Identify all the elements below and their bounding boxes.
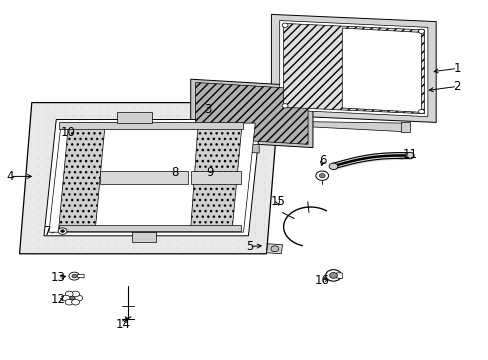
Circle shape <box>329 273 337 278</box>
Text: 7: 7 <box>44 225 52 238</box>
Circle shape <box>62 295 70 301</box>
Polygon shape <box>59 225 240 231</box>
Polygon shape <box>117 112 151 123</box>
Circle shape <box>270 246 278 252</box>
Polygon shape <box>100 171 188 184</box>
Text: 1: 1 <box>452 62 460 75</box>
Polygon shape <box>49 123 255 232</box>
Text: 16: 16 <box>314 274 328 287</box>
Circle shape <box>328 163 337 170</box>
Polygon shape <box>44 120 260 236</box>
Circle shape <box>72 274 77 278</box>
Circle shape <box>70 296 75 300</box>
Text: 14: 14 <box>116 318 130 330</box>
Polygon shape <box>283 23 424 114</box>
Circle shape <box>69 272 80 280</box>
Polygon shape <box>20 103 278 254</box>
Circle shape <box>71 291 79 297</box>
Polygon shape <box>190 79 312 148</box>
Circle shape <box>71 299 79 305</box>
Circle shape <box>418 29 424 33</box>
Circle shape <box>282 23 287 27</box>
Circle shape <box>282 104 287 108</box>
Text: 11: 11 <box>402 148 416 161</box>
Circle shape <box>319 174 325 178</box>
Polygon shape <box>266 244 282 254</box>
Polygon shape <box>190 171 240 184</box>
Circle shape <box>58 228 67 234</box>
Circle shape <box>65 291 73 297</box>
Polygon shape <box>271 14 435 122</box>
Text: 8: 8 <box>171 166 179 179</box>
Polygon shape <box>215 142 259 153</box>
Text: 9: 9 <box>206 166 214 179</box>
Text: 10: 10 <box>61 126 76 139</box>
Circle shape <box>325 270 341 281</box>
Polygon shape <box>77 274 84 278</box>
Polygon shape <box>279 21 427 117</box>
Circle shape <box>315 171 328 180</box>
Text: 5: 5 <box>245 240 253 253</box>
Polygon shape <box>342 28 421 112</box>
Text: 13: 13 <box>50 271 65 284</box>
Text: 4: 4 <box>6 170 14 183</box>
Polygon shape <box>132 232 156 242</box>
Circle shape <box>405 152 413 159</box>
Circle shape <box>418 109 424 114</box>
Polygon shape <box>59 124 105 229</box>
Circle shape <box>75 295 82 301</box>
Text: 15: 15 <box>270 195 285 208</box>
Text: 3: 3 <box>203 103 211 116</box>
Polygon shape <box>400 122 409 132</box>
Polygon shape <box>195 82 307 144</box>
Polygon shape <box>336 273 342 279</box>
Polygon shape <box>190 124 242 229</box>
Polygon shape <box>59 122 243 129</box>
Polygon shape <box>307 122 405 132</box>
Text: 2: 2 <box>452 80 460 93</box>
Text: 12: 12 <box>50 293 65 306</box>
Circle shape <box>61 230 64 233</box>
Text: 6: 6 <box>318 154 326 167</box>
Circle shape <box>65 299 73 305</box>
